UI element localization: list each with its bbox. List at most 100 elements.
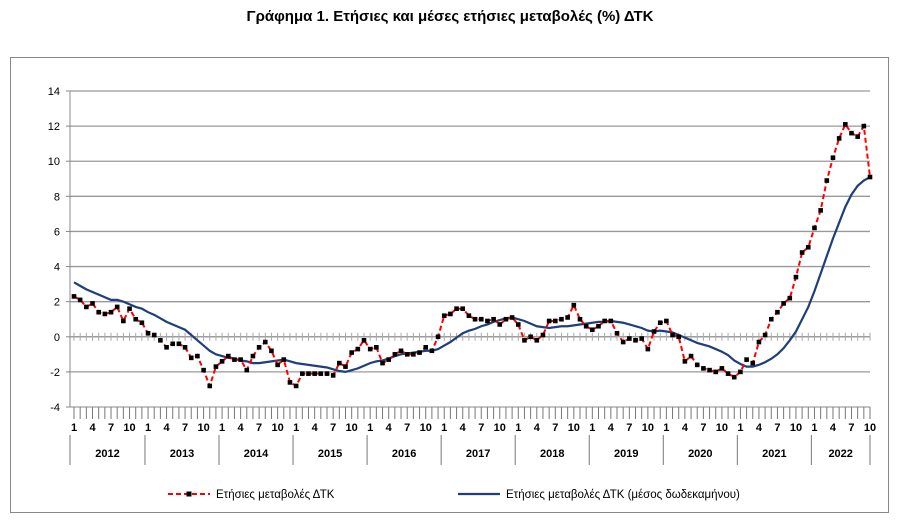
x-tick-label: 7: [404, 422, 410, 434]
x-tick-label: 1: [293, 422, 299, 434]
data-point: [546, 318, 552, 324]
data-point: [781, 301, 786, 306]
data-point: [201, 367, 206, 373]
data-point: [392, 352, 398, 357]
data-point: [121, 318, 126, 324]
data-point: [71, 294, 77, 299]
chart-frame: [10, 57, 889, 513]
data-point: [244, 367, 250, 373]
data-point: [553, 318, 558, 324]
data-point: [343, 364, 348, 369]
data-point: [417, 350, 422, 355]
data-point: [583, 323, 589, 329]
data-point: [164, 345, 169, 350]
data-point: [725, 371, 731, 376]
data-point: [528, 334, 533, 340]
data-point: [188, 355, 194, 361]
data-point: [602, 318, 607, 324]
data-point: [768, 316, 774, 322]
data-point: [238, 357, 243, 362]
y-tick-label: -4: [50, 402, 60, 414]
series-average-line: [73, 176, 871, 374]
x-tick-label: 1: [811, 422, 817, 434]
data-point: [170, 341, 176, 347]
x-tick-label: 4: [312, 422, 319, 434]
data-point: [571, 302, 577, 308]
data-point: [318, 371, 324, 376]
data-point: [608, 318, 614, 324]
data-point: [620, 339, 626, 345]
data-point: [670, 332, 675, 338]
data-point: [633, 337, 638, 343]
x-tick-label: 7: [774, 422, 780, 434]
data-point: [448, 311, 453, 317]
data-point: [836, 136, 842, 141]
x-tick-label: 10: [420, 422, 432, 434]
year-label: 2020: [688, 448, 712, 460]
data-point: [133, 316, 139, 322]
data-point: [429, 348, 435, 354]
x-tick-label: 4: [756, 422, 763, 434]
data-point: [435, 334, 441, 340]
data-point: [762, 332, 768, 338]
data-point: [454, 306, 459, 311]
data-point: [367, 346, 373, 352]
data-point: [139, 320, 145, 326]
x-tick-label: 10: [272, 422, 284, 434]
data-point: [225, 353, 231, 359]
x-tick-label: 7: [848, 422, 854, 434]
x-tick-label: 10: [123, 422, 135, 434]
y-tick-label: 10: [48, 156, 60, 168]
data-point: [651, 329, 657, 334]
data-point: [719, 366, 725, 371]
series-annual-line: [73, 122, 871, 389]
year-label: 2018: [540, 448, 564, 460]
data-point: [713, 369, 719, 375]
x-tick-label: 4: [386, 422, 393, 434]
data-point: [750, 360, 756, 366]
data-point: [744, 357, 749, 362]
data-point: [707, 367, 712, 373]
data-point: [627, 336, 632, 341]
data-point: [688, 353, 694, 359]
x-tick-label: 4: [460, 422, 467, 434]
data-point: [515, 322, 521, 327]
data-point: [787, 295, 793, 301]
x-tick-label: 7: [552, 422, 558, 434]
legend-annual-marker: [186, 491, 192, 497]
data-point: [478, 316, 484, 322]
data-point: [108, 309, 114, 315]
x-tick-label: 10: [197, 422, 209, 434]
x-tick-label: 10: [494, 422, 506, 434]
year-label: 2017: [466, 448, 490, 460]
legend-annual-label: Ετήσιες μεταβολές ΔΤΚ: [216, 489, 335, 501]
data-point: [281, 357, 287, 362]
data-point: [818, 208, 823, 213]
x-tick-label: 1: [663, 422, 669, 434]
data-point: [849, 130, 854, 136]
data-point: [114, 304, 120, 310]
data-point: [293, 383, 299, 389]
data-point: [867, 174, 873, 180]
data-point: [145, 330, 151, 336]
data-point: [182, 345, 188, 350]
x-tick-label: 10: [642, 422, 654, 434]
x-tick-label: 7: [626, 422, 632, 434]
year-label: 2015: [318, 448, 342, 460]
data-point: [639, 336, 644, 341]
year-label: 2019: [614, 448, 638, 460]
data-point: [805, 244, 811, 250]
data-point: [590, 327, 595, 333]
x-tick-label: 10: [864, 422, 876, 434]
data-point: [861, 123, 867, 129]
x-tick-label: 4: [830, 422, 837, 434]
x-tick-label: 4: [608, 422, 615, 434]
y-tick-label: 2: [54, 297, 60, 309]
data-point: [219, 359, 225, 364]
x-tick-label: 1: [589, 422, 595, 434]
data-point: [324, 371, 330, 376]
data-point: [497, 322, 503, 327]
data-point: [127, 306, 132, 311]
data-point: [830, 155, 836, 161]
y-tick-label: 12: [48, 121, 60, 133]
